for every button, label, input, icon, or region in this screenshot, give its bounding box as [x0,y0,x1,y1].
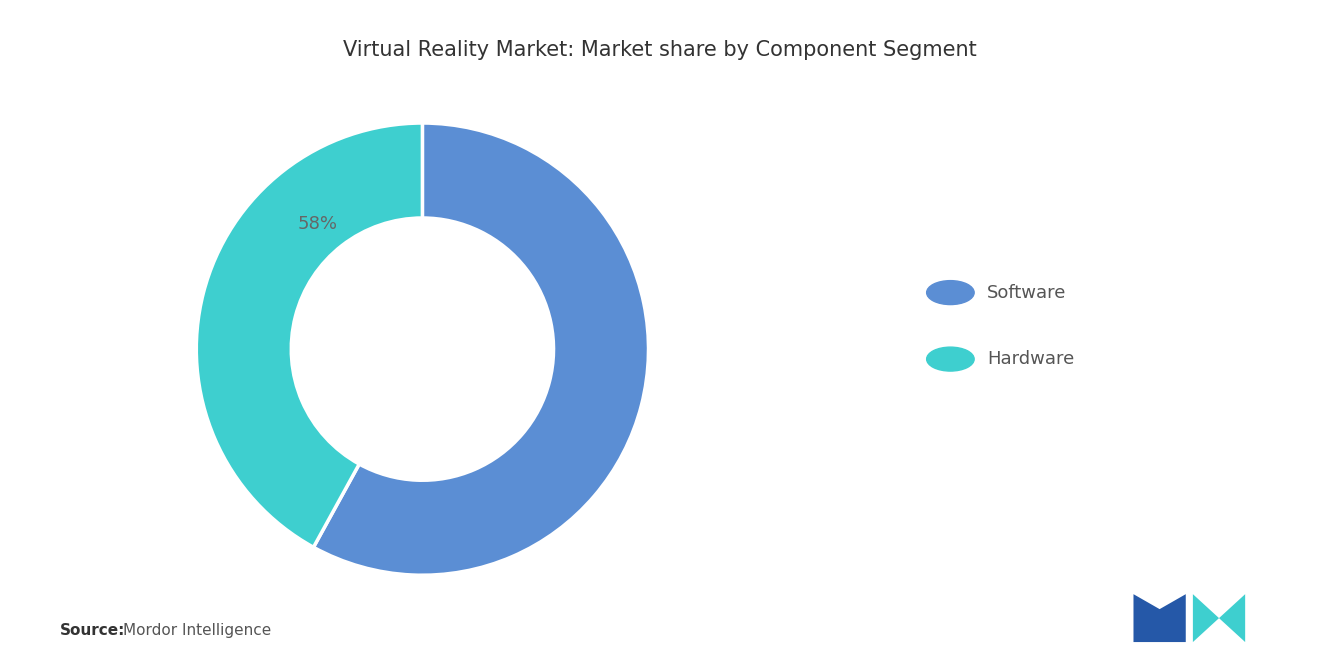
Polygon shape [1193,595,1245,642]
Wedge shape [197,123,422,547]
Text: 58%: 58% [298,215,338,233]
Text: Virtual Reality Market: Market share by Component Segment: Virtual Reality Market: Market share by … [343,40,977,60]
Text: Hardware: Hardware [987,350,1074,368]
Text: Mordor Intelligence: Mordor Intelligence [123,623,271,638]
Text: Source:: Source: [59,623,125,638]
Wedge shape [313,123,648,575]
Polygon shape [1134,595,1185,642]
Text: Software: Software [987,283,1067,302]
